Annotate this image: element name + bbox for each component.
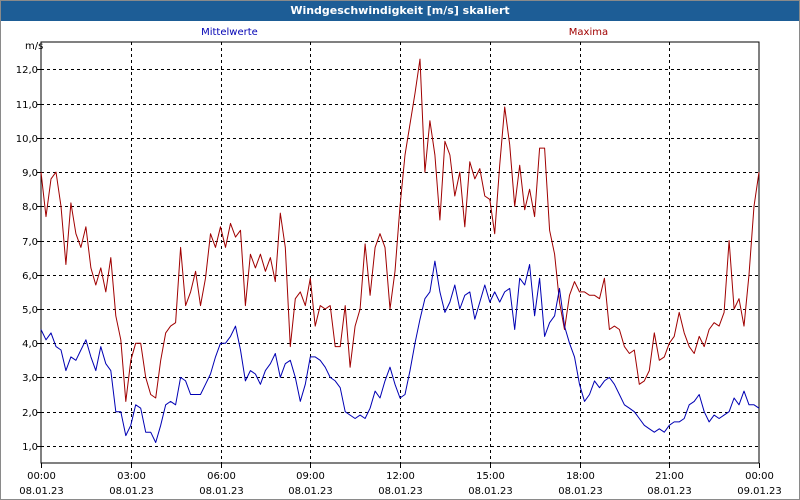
- y-axis-label: m/s: [25, 41, 43, 52]
- x-tick-time: 09:00: [296, 471, 325, 482]
- y-tick-label: 12,0: [16, 65, 38, 76]
- x-tick-date: 09.01.23: [737, 486, 782, 497]
- axes: [37, 41, 760, 468]
- x-tick-time: 21:00: [655, 471, 684, 482]
- y-tick-label: 1,0: [22, 442, 38, 453]
- labels: 1,0 2,0 3,0 4,0 5,0 6,0 7,0 8,0 9,0 10,0 11,0 12,0 m…: [16, 27, 782, 497]
- y-tick-label: 2,0: [22, 408, 38, 419]
- legend-entry-maxima: Maxima: [569, 27, 608, 38]
- x-tick-date: 08.01.23: [109, 486, 154, 497]
- series-line-mittelwerte: [40, 260, 760, 443]
- wind-speed-chart: 1,0 2,0 3,0 4,0 5,0 6,0 7,0 8,0 9,0 10,0 11,0 12,0 m…: [16, 27, 782, 497]
- y-tick-label: 4,0: [22, 339, 38, 350]
- y-tick-label: 6,0: [22, 271, 38, 282]
- y-tick-label: 5,0: [22, 305, 38, 316]
- series: [40, 58, 760, 443]
- x-tick-date: 08.01.23: [378, 486, 423, 497]
- x-tick-date: 08.01.23: [558, 486, 603, 497]
- y-tick-label: 8,0: [22, 202, 38, 213]
- x-tick-time: 12:00: [386, 471, 415, 482]
- legend-entry-mittelwerte: Mittelwerte: [201, 27, 258, 38]
- x-tick-time: 06:00: [207, 471, 236, 482]
- x-tick-time: 00:00: [745, 471, 774, 482]
- y-tick-label: 9,0: [22, 168, 38, 179]
- x-tick-date: 08.01.23: [468, 486, 513, 497]
- series-line-maxima: [40, 58, 760, 402]
- x-tick-time: 15:00: [476, 471, 505, 482]
- x-tick-date: 08.01.23: [19, 486, 64, 497]
- x-tick-time: 18:00: [566, 471, 595, 482]
- window-title: Windgeschwindigkeit [m/s] skaliert: [1, 1, 799, 21]
- x-tick-date: 08.01.23: [288, 486, 333, 497]
- y-tick-label: 7,0: [22, 237, 38, 248]
- y-tick-label: 11,0: [16, 100, 38, 111]
- x-tick-time: 03:00: [117, 471, 146, 482]
- x-tick-date: 08.01.23: [199, 486, 244, 497]
- y-tick-label: 3,0: [22, 373, 38, 384]
- grid: [41, 42, 759, 463]
- x-tick-date: 08.01.23: [647, 486, 692, 497]
- y-tick-label: 10,0: [16, 134, 38, 145]
- x-tick-time: 00:00: [27, 471, 56, 482]
